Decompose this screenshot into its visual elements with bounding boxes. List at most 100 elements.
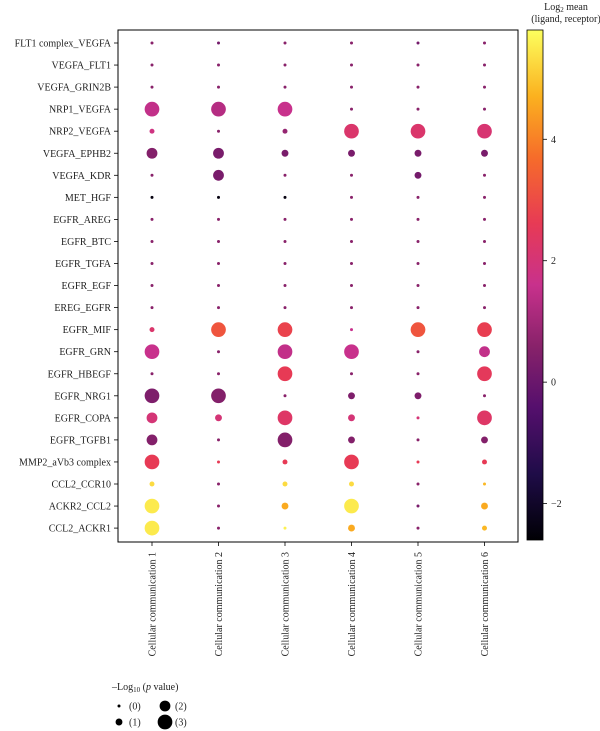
data-point [350, 107, 353, 111]
data-point [350, 328, 353, 332]
data-point [277, 432, 293, 448]
data-point [350, 372, 353, 376]
data-point [348, 149, 355, 157]
data-point [416, 526, 420, 530]
data-point [150, 262, 154, 265]
y-tick-label: EGFR_MIF [63, 325, 112, 336]
data-point [277, 101, 293, 117]
data-point [416, 416, 420, 420]
data-point [217, 460, 220, 464]
data-point [150, 217, 154, 221]
data-point [283, 306, 287, 310]
data-point [483, 85, 486, 89]
data-point [146, 434, 158, 446]
data-point [477, 410, 492, 426]
x-tick-label: Cellular communication 3 [281, 552, 292, 656]
x-tick-label: Cellular communication 6 [480, 552, 491, 656]
data-point [217, 526, 220, 530]
data-point [483, 482, 486, 486]
data-point [416, 107, 420, 111]
data-point [144, 520, 160, 536]
data-point [483, 262, 486, 265]
data-point [350, 306, 353, 310]
data-point [282, 459, 288, 465]
data-point [283, 394, 287, 398]
data-point [150, 173, 154, 177]
data-point [477, 123, 492, 139]
data-point [416, 63, 420, 67]
data-point [150, 41, 154, 45]
data-point [144, 454, 160, 470]
data-point [416, 350, 420, 354]
data-point [283, 526, 287, 530]
y-tick-label: EGFR_AREG [53, 215, 111, 226]
y-tick-label: NRP2_VEGFA [49, 127, 112, 138]
data-point [410, 322, 426, 337]
data-point [283, 284, 287, 288]
data-point [217, 239, 220, 243]
data-point [217, 504, 220, 508]
data-point [283, 239, 287, 243]
y-tick-label: EGFR_EGF [62, 281, 112, 292]
data-point [414, 171, 422, 179]
y-tick-label: VEGFA_GRIN2B [37, 83, 111, 94]
data-point [144, 498, 160, 514]
data-point [211, 388, 226, 404]
data-point [281, 149, 289, 157]
y-tick-label: MET_HGF [65, 193, 112, 204]
data-point [344, 498, 359, 514]
size-legend-label: (2) [175, 702, 187, 713]
y-tick-label: EGFR_COPA [55, 413, 112, 424]
data-point [416, 372, 420, 376]
data-point [483, 284, 486, 288]
data-point [483, 41, 486, 45]
y-tick-label: NRP1_VEGFA [49, 105, 112, 116]
data-point [283, 85, 287, 89]
data-point [146, 147, 158, 159]
data-point [416, 262, 420, 265]
y-tick-label: EGFR_TGFB1 [50, 435, 111, 446]
x-tick-label: Cellular communication 1 [148, 552, 159, 656]
y-tick-label: EGFR_HBEGF [48, 369, 112, 380]
data-point [217, 284, 220, 288]
data-point [416, 460, 420, 464]
size-legend-label: (3) [175, 718, 187, 729]
data-point [483, 239, 486, 243]
x-tick-label: Cellular communication 2 [214, 552, 225, 656]
size-legend-label: (1) [129, 718, 141, 729]
data-point [348, 414, 355, 422]
colorbar [526, 29, 544, 541]
data-point [217, 195, 220, 199]
x-tick-label: Cellular communication 4 [347, 552, 358, 656]
y-tick-label: EGFR_BTC [61, 237, 111, 248]
data-point [144, 101, 160, 117]
data-point [348, 524, 355, 532]
data-point [150, 372, 154, 376]
data-point [217, 372, 220, 376]
plot-frame [117, 29, 519, 543]
data-point [416, 195, 420, 199]
data-point [416, 438, 420, 442]
data-point [149, 128, 155, 134]
x-tick-label: Cellular communication 5 [414, 552, 425, 656]
y-tick-label: EGFR_TGFA [55, 259, 112, 270]
data-point [477, 322, 492, 337]
data-point [344, 344, 359, 360]
data-point [410, 123, 426, 139]
size-legend-marker [159, 700, 171, 712]
y-tick-label: VEGFA_EPHB2 [43, 149, 111, 160]
data-point [350, 239, 353, 243]
data-point [479, 346, 490, 358]
data-point [283, 217, 287, 221]
data-point [150, 239, 154, 243]
data-point [344, 123, 359, 139]
data-point [217, 306, 220, 310]
data-point [483, 306, 486, 310]
y-tick-label: MMP2_aVb3 complex [19, 457, 111, 468]
data-point [277, 410, 293, 426]
y-tick-label: VEGFA_FLT1 [52, 61, 111, 72]
data-point [217, 217, 220, 221]
colorbar-tick-label: −2 [551, 499, 562, 510]
data-point [350, 284, 353, 288]
